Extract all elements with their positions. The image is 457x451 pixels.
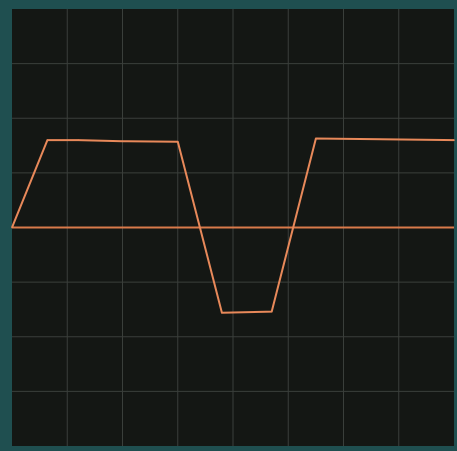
series-point [46,139,49,141]
series-point [315,137,317,140]
series-point [270,310,273,313]
series-point [121,140,124,142]
series-group [11,137,455,314]
series-point [221,311,223,314]
series-point [77,139,80,141]
series-point [176,140,179,143]
series-point [453,139,455,141]
series-point [11,226,13,229]
